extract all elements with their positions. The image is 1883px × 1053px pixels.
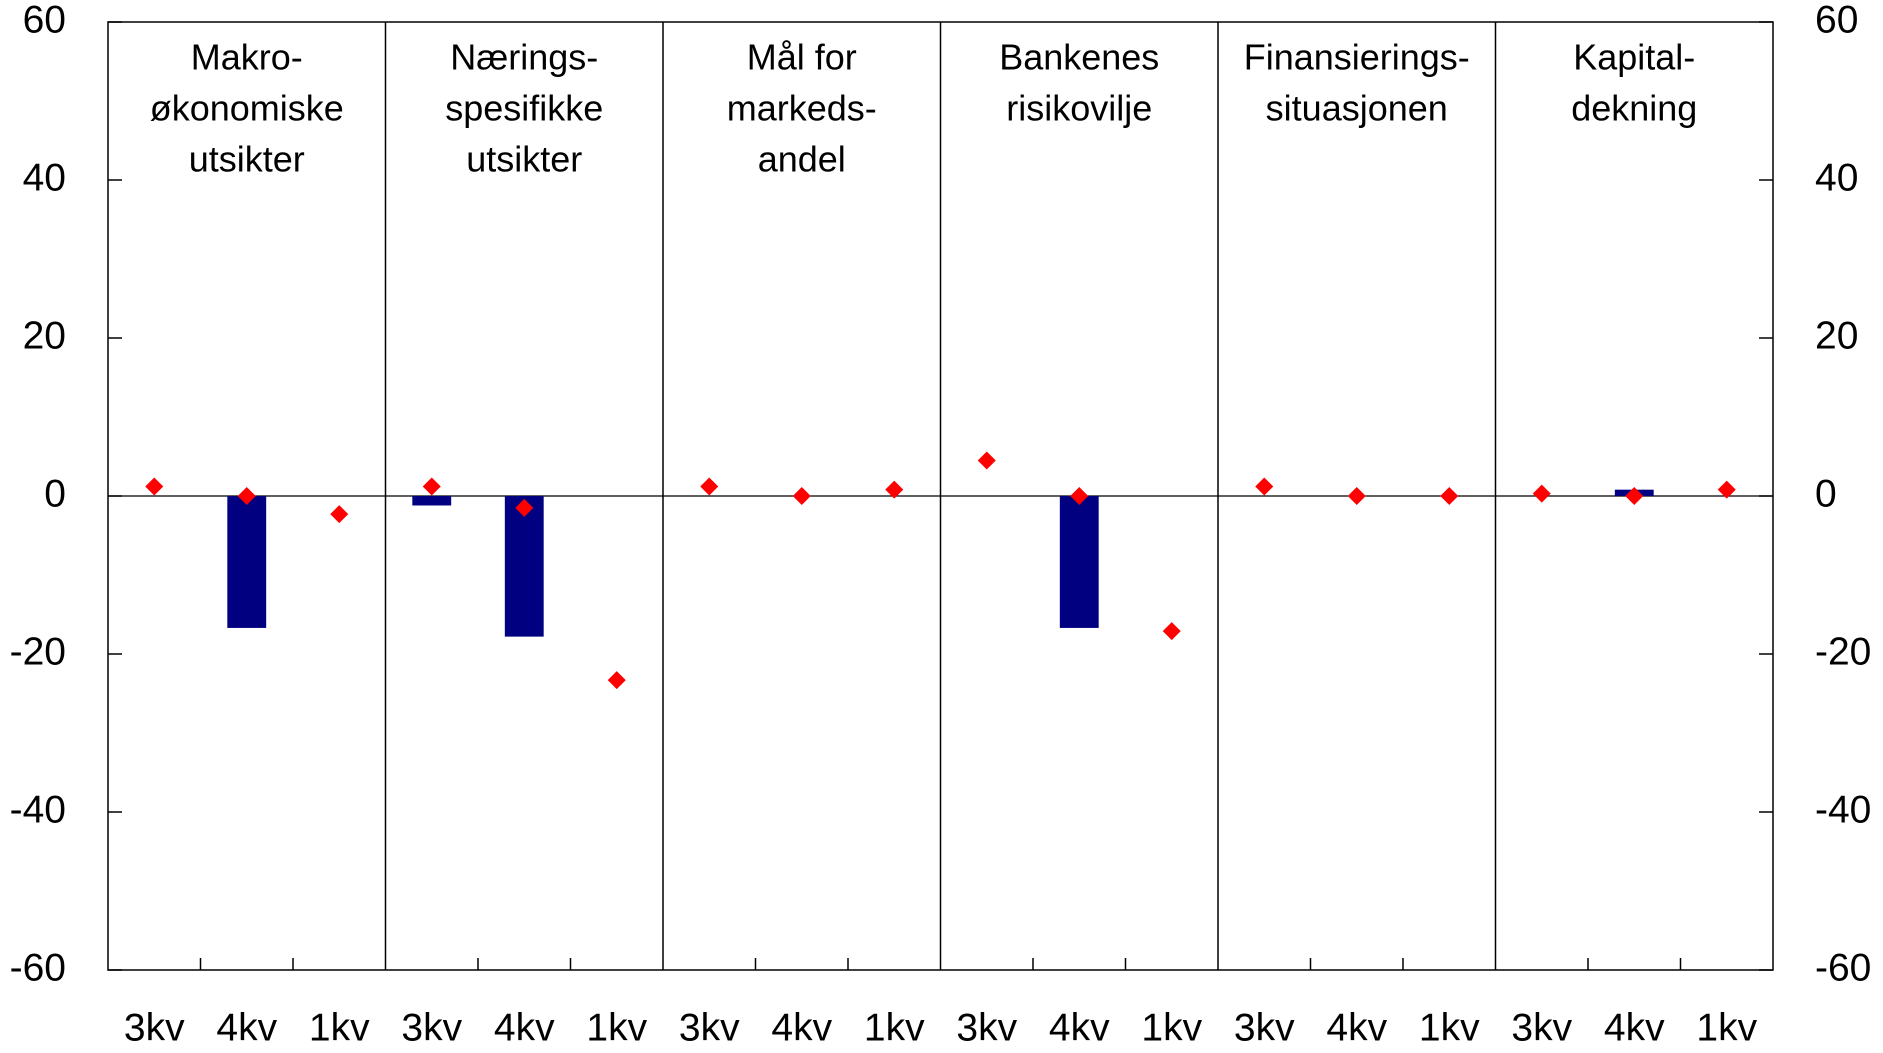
group-title: utsikter [189, 139, 305, 180]
bar [227, 496, 267, 628]
y2-tick-label: 60 [1815, 0, 1858, 41]
y-tick-label: 60 [23, 0, 66, 41]
y-tick-label: 0 [44, 472, 66, 515]
y2-tick-label: -40 [1815, 788, 1871, 831]
bar [504, 496, 544, 637]
y-tick-label: -20 [10, 630, 66, 673]
x-tick-label: 1kv [1696, 1006, 1757, 1049]
group-title: Kapital- [1573, 37, 1695, 78]
x-tick-label: 1kv [1141, 1006, 1202, 1049]
diamond-marker [700, 477, 719, 496]
diamond-marker [885, 480, 904, 499]
x-tick-label: 1kv [1419, 1006, 1480, 1049]
x-tick-label: 4kv [1604, 1006, 1665, 1049]
bar [1059, 496, 1099, 628]
y2-tick-label: -60 [1815, 946, 1871, 989]
x-tick-label: 1kv [309, 1006, 370, 1049]
diamond-marker [422, 477, 441, 496]
x-tick-label: 3kv [401, 1006, 462, 1049]
diamond-marker [1440, 487, 1459, 505]
diamond-marker [792, 487, 811, 505]
diamond-marker [1347, 487, 1366, 505]
diamond-marker [1070, 487, 1089, 505]
x-tick-label: 4kv [1049, 1006, 1110, 1049]
diamond-marker [515, 498, 534, 517]
group-title: dekning [1571, 88, 1697, 129]
y-tick-label: -40 [10, 788, 66, 831]
group-title: utsikter [466, 139, 582, 180]
x-tick-label: 3kv [956, 1006, 1017, 1049]
x-tick-label: 1kv [586, 1006, 647, 1049]
diamond-marker [1532, 484, 1551, 503]
group-title: Finansierings- [1244, 37, 1470, 78]
x-tick-label: 3kv [124, 1006, 185, 1049]
diamond-marker [607, 671, 626, 690]
y-tick-label: 20 [23, 314, 66, 357]
y2-tick-label: 0 [1815, 472, 1837, 515]
x-tick-label: 1kv [864, 1006, 925, 1049]
x-tick-label: 4kv [771, 1006, 832, 1049]
diamond-marker [145, 477, 164, 496]
x-tick-label: 4kv [216, 1006, 277, 1049]
group-title: risikovilje [1006, 88, 1152, 129]
group-title: markeds- [727, 88, 877, 129]
group-title: Nærings- [450, 37, 598, 78]
x-tick-label: 3kv [1234, 1006, 1295, 1049]
bar [412, 496, 452, 506]
diamond-marker [1717, 480, 1736, 499]
diamond-marker [237, 487, 256, 505]
diamond-marker [330, 505, 349, 524]
group-title: situasjonen [1266, 88, 1448, 129]
diamond-marker [977, 451, 996, 470]
x-tick-label: 3kv [679, 1006, 740, 1049]
y-tick-label: -60 [10, 946, 66, 989]
y2-tick-label: 20 [1815, 314, 1858, 357]
group-title: andel [758, 139, 846, 180]
group-title: Makro- [191, 37, 303, 78]
y-tick-label: 40 [23, 156, 66, 199]
group-title: økonomiske [150, 88, 344, 129]
group-title: spesifikke [445, 88, 603, 129]
x-tick-label: 4kv [494, 1006, 555, 1049]
y2-tick-label: 40 [1815, 156, 1858, 199]
group-title: Bankenes [999, 37, 1159, 78]
x-tick-label: 4kv [1326, 1006, 1387, 1049]
x-tick-label: 3kv [1511, 1006, 1572, 1049]
group-title: Mål for [747, 37, 857, 78]
y2-tick-label: -20 [1815, 630, 1871, 673]
diamond-marker [1162, 622, 1181, 641]
diamond-marker [1625, 487, 1644, 505]
diamond-marker [1255, 477, 1274, 496]
